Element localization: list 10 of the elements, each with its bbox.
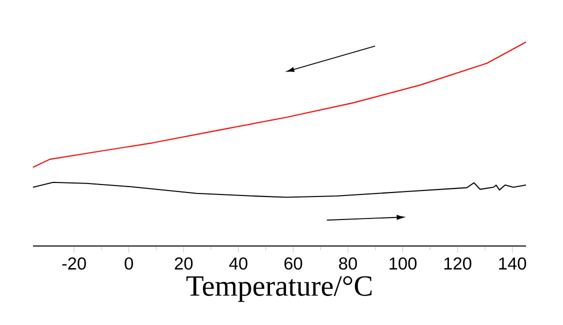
x-tick-label: 60 <box>284 257 302 270</box>
x-tick-label: 80 <box>339 257 357 270</box>
x-axis-title: Temperature/°C <box>186 276 372 302</box>
x-tick-label: 120 <box>444 257 472 270</box>
x-tick-label: 40 <box>229 257 248 270</box>
x-tick-label: 20 <box>174 257 193 270</box>
x-tick-label: 0 <box>124 257 134 270</box>
x-tick-label: 100 <box>390 257 417 270</box>
x-tick-label: -20 <box>62 257 86 270</box>
x-tick-label: 140 <box>499 257 526 270</box>
